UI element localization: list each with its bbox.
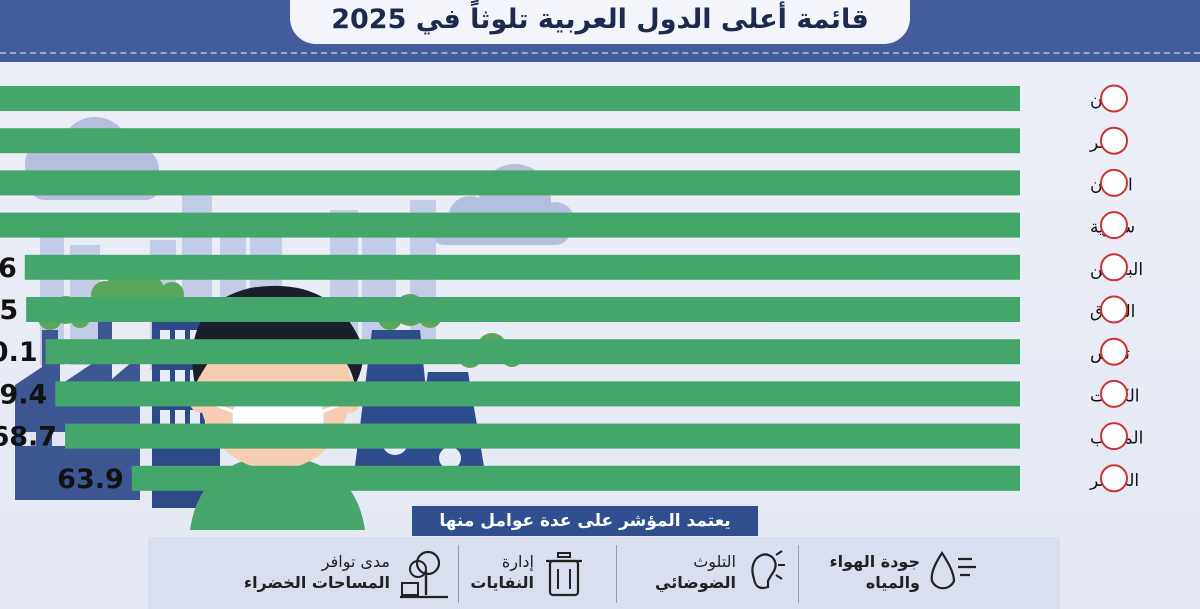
bar [0,128,1021,154]
flag-icon [1100,253,1128,282]
factor-green-spaces: مدى توافر المساحات الخضراء [198,537,458,609]
flag-icon [1100,337,1128,366]
factor-line1: التلوث [693,552,736,571]
factor-line1: مدى توافر [321,552,390,571]
page-title: قائمة أعلى الدول العربية تلوثاً في 2025 [331,3,869,35]
bar [24,254,1020,280]
factor-divider [798,545,799,603]
flag-icon [1100,379,1128,408]
data-label: 68.7 [0,422,57,453]
factor-line1: إدارة [501,552,534,571]
data-label: 69.4 [0,379,47,410]
water-wind-icon [930,551,976,590]
flag-icon [1100,211,1128,240]
bar [0,212,1020,238]
factor-line2: والمياه [865,573,920,592]
flag-icon [1100,422,1128,451]
bar [0,170,1020,196]
factor-divider [616,545,617,603]
waste-bin-icon [546,552,582,597]
factor-line2: النفايات [470,573,534,592]
data-label: 70.1 [0,337,38,368]
factor-divider [458,545,459,603]
bar [26,297,1020,322]
data-label: 71.6 [0,253,17,284]
flag-icon [1100,84,1128,113]
factor-line2: المساحات الخضراء [243,573,390,592]
factors-heading: يعتمد المؤشر على عدة عوامل منها [412,506,758,536]
data-label: 63.9 [57,464,124,495]
factors-panel: جودة الهواء والمياه التلوث الضوضائي [148,537,1060,609]
bar [45,339,1021,365]
green-tree-icon [400,550,448,599]
factor-waste: إدارة النفايات [458,537,616,609]
header-divider [0,52,1200,54]
bar [65,423,1020,449]
noise-ear-icon [751,550,785,590]
factor-line2: الضوضائي [655,573,736,592]
bar [131,465,1021,491]
flag-icon [1100,168,1128,197]
flag-icon [1100,126,1128,155]
bar [0,86,1021,111]
title-banner: قائمة أعلى الدول العربية تلوثاً في 2025 [290,0,910,44]
bar [55,381,1020,407]
factor-air-water: جودة الهواء والمياه [798,537,1060,609]
flag-icon [1100,464,1128,493]
factor-noise: التلوث الضوضائي [616,537,798,609]
data-label: 71.5 [0,295,18,326]
flag-icon [1100,295,1128,324]
factor-line1: جودة الهواء [829,552,920,571]
